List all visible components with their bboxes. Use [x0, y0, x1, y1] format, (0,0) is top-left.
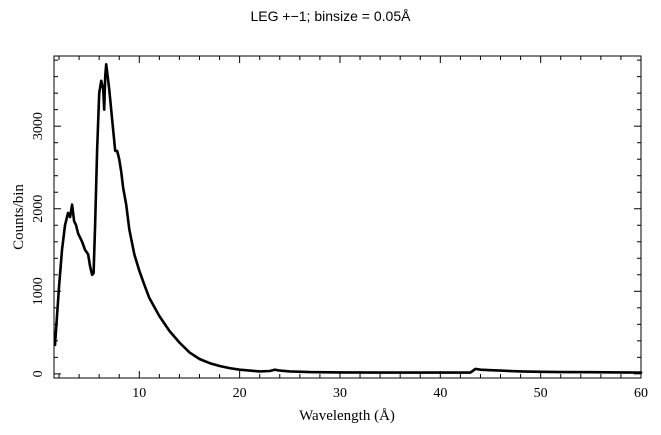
- x-tick-label: 40: [433, 386, 447, 401]
- y-tick-label: 0: [31, 370, 46, 377]
- x-tick-label: 60: [634, 386, 648, 401]
- tick-labels: 10 20 30 40 50 60 0 1000 2000 3000: [31, 112, 648, 401]
- x-tick-label: 20: [233, 386, 247, 401]
- x-tick-label: 10: [132, 386, 146, 401]
- y-axis-label: Counts/bin: [11, 184, 27, 250]
- series-line: [53, 63, 643, 374]
- axis-ticks: [54, 56, 642, 378]
- chart-title: LEG +−1; binsize = 0.05Å: [250, 8, 411, 24]
- plot-frame: [53, 55, 642, 379]
- x-tick-label: 50: [534, 386, 548, 401]
- x-tick-label: 30: [333, 386, 347, 401]
- y-tick-label: 3000: [31, 112, 46, 140]
- y-tick-label: 1000: [31, 277, 46, 305]
- x-axis-label: Wavelength (Å): [299, 408, 395, 424]
- y-tick-label: 2000: [31, 195, 46, 223]
